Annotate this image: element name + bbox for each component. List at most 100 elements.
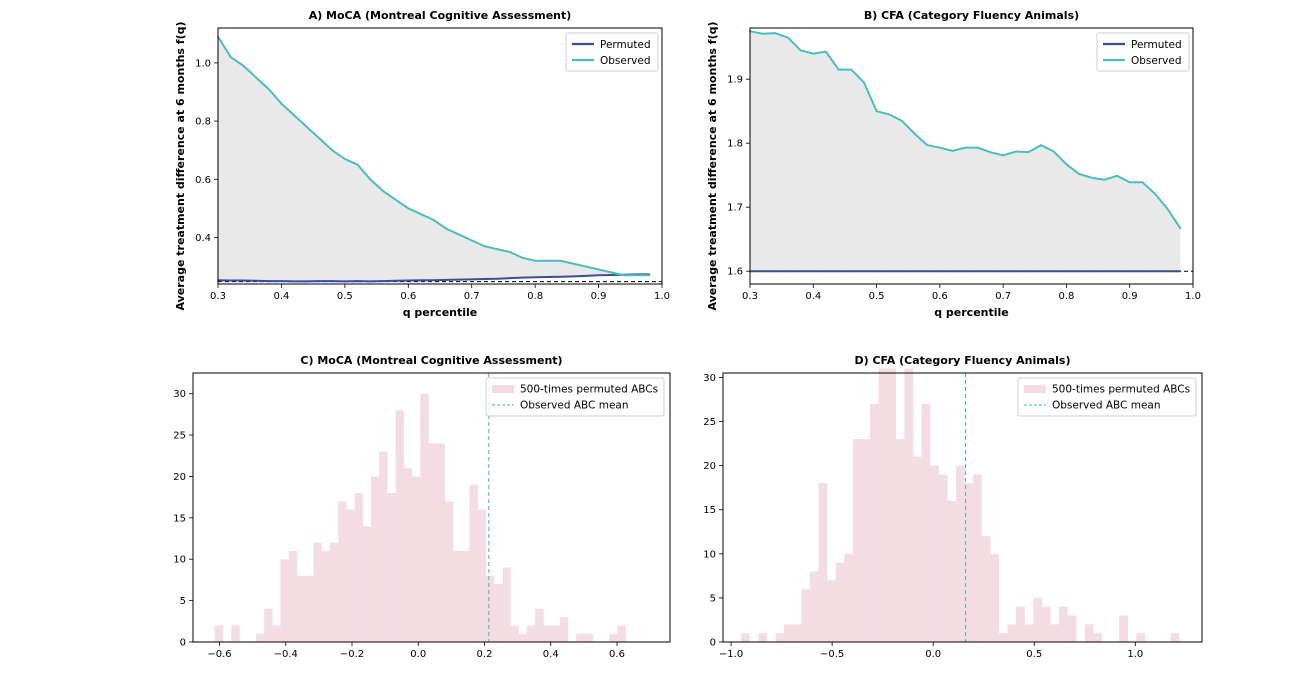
histogram-bar — [485, 575, 495, 642]
y-tick-label: 1.6 — [727, 267, 743, 278]
data-point — [774, 32, 777, 35]
data-point — [1154, 192, 1156, 195]
data-point — [964, 146, 967, 149]
data-point — [432, 279, 435, 282]
data-point — [812, 52, 815, 55]
data-point — [318, 137, 321, 140]
data-point — [1166, 270, 1169, 273]
x-tick-label: 0.3 — [210, 291, 226, 302]
histogram-bar — [584, 633, 593, 642]
data-point — [369, 280, 372, 283]
data-point — [1014, 270, 1017, 273]
x-axis-label: q percentile — [934, 306, 1009, 319]
data-point — [951, 270, 954, 273]
x-tick-label: 1.0 — [654, 291, 670, 302]
data-point — [229, 56, 232, 58]
x-tick-label: 0.6 — [932, 291, 948, 302]
data-point — [280, 280, 283, 282]
x-tick-label: 0.4 — [543, 649, 559, 660]
data-point — [900, 119, 903, 122]
data-point — [635, 274, 638, 277]
legend-label: 500-times permuted ABCs — [520, 384, 658, 396]
y-tick-label: 10 — [173, 555, 186, 566]
data-point — [1128, 270, 1131, 273]
histogram-bar — [1119, 615, 1128, 642]
histogram-bar — [576, 633, 585, 642]
histogram-bar — [1007, 624, 1017, 642]
histogram-bar — [1016, 606, 1025, 642]
y-tick-label: 15 — [703, 505, 716, 516]
histogram-bar — [835, 562, 845, 642]
data-point — [534, 259, 537, 262]
legend-swatch — [492, 385, 514, 393]
data-point — [1027, 151, 1030, 154]
histogram-bar — [792, 624, 802, 642]
data-point — [267, 280, 270, 282]
panel-1: 0.3 0.4 0.5 0.6 0.7 0.8 0.9 1.0 1.6 1.7 1.8 1.9 B) C… — [706, 9, 1201, 319]
x-tick-label: −1.0 — [719, 649, 743, 660]
data-point — [331, 280, 334, 282]
legend-label: Permuted — [1131, 39, 1182, 51]
histogram-bar — [255, 633, 265, 642]
histogram-bar — [510, 625, 520, 642]
y-tick-label: 0 — [180, 638, 186, 649]
y-tick-label: 0.6 — [195, 175, 211, 186]
data-point — [623, 274, 625, 277]
chart-title: A) MoCA (Montreal Cognitive Assessment) — [309, 9, 572, 22]
x-tick-label: 0.7 — [995, 291, 1011, 302]
histogram-bar — [1033, 597, 1043, 642]
histogram-bar — [370, 476, 380, 642]
histogram-bar — [412, 476, 421, 642]
data-point — [1027, 270, 1030, 273]
histogram-bar — [1059, 606, 1068, 642]
data-point — [1116, 270, 1118, 273]
data-point — [584, 265, 587, 268]
legend-label: 500-times permuted ABCs — [1052, 384, 1190, 396]
histogram-bar — [964, 483, 974, 642]
histogram-bar — [305, 575, 314, 642]
data-point — [976, 270, 979, 273]
data-point — [407, 279, 410, 282]
y-tick-label: 1.7 — [727, 203, 743, 214]
x-tick-label: 0.7 — [464, 291, 480, 302]
data-point — [1014, 150, 1017, 153]
data-point — [496, 248, 498, 250]
histogram-bar — [264, 608, 273, 642]
histogram-bar — [870, 403, 879, 642]
data-point — [280, 102, 283, 105]
data-point — [913, 132, 916, 135]
histogram-bar — [784, 624, 793, 642]
chart-title: B) CFA (Category Fluency Animals) — [864, 9, 1079, 22]
histogram-bar — [1024, 624, 1034, 642]
x-tick-label: −0.6 — [207, 649, 231, 660]
data-point — [964, 270, 967, 273]
data-point — [356, 280, 359, 282]
x-tick-label: 0.9 — [591, 291, 607, 302]
data-point — [496, 277, 498, 280]
legend-box — [1017, 377, 1197, 417]
histogram-bar — [362, 526, 372, 642]
x-tick-label: 0.5 — [869, 291, 885, 302]
histogram-bar — [1067, 615, 1077, 642]
histogram-bar — [1136, 633, 1146, 642]
data-point — [1128, 181, 1131, 184]
data-point — [242, 279, 245, 282]
histogram-bar — [551, 625, 561, 642]
legend-label: Observed ABC mean — [520, 400, 629, 412]
plot-frame — [192, 372, 671, 643]
data-point — [470, 278, 473, 281]
data-point — [1179, 270, 1182, 273]
histogram-bar — [280, 559, 289, 642]
histogram-bar — [444, 501, 454, 642]
histogram-bar — [354, 493, 363, 642]
data-point — [938, 146, 941, 149]
data-point — [1090, 270, 1093, 273]
histogram-bar — [818, 483, 828, 642]
data-point — [1103, 270, 1106, 273]
data-point — [305, 280, 308, 283]
histogram-bar — [801, 589, 811, 642]
data-point — [926, 270, 929, 273]
data-point — [1052, 150, 1055, 153]
data-point — [648, 274, 651, 277]
data-point — [774, 270, 777, 273]
